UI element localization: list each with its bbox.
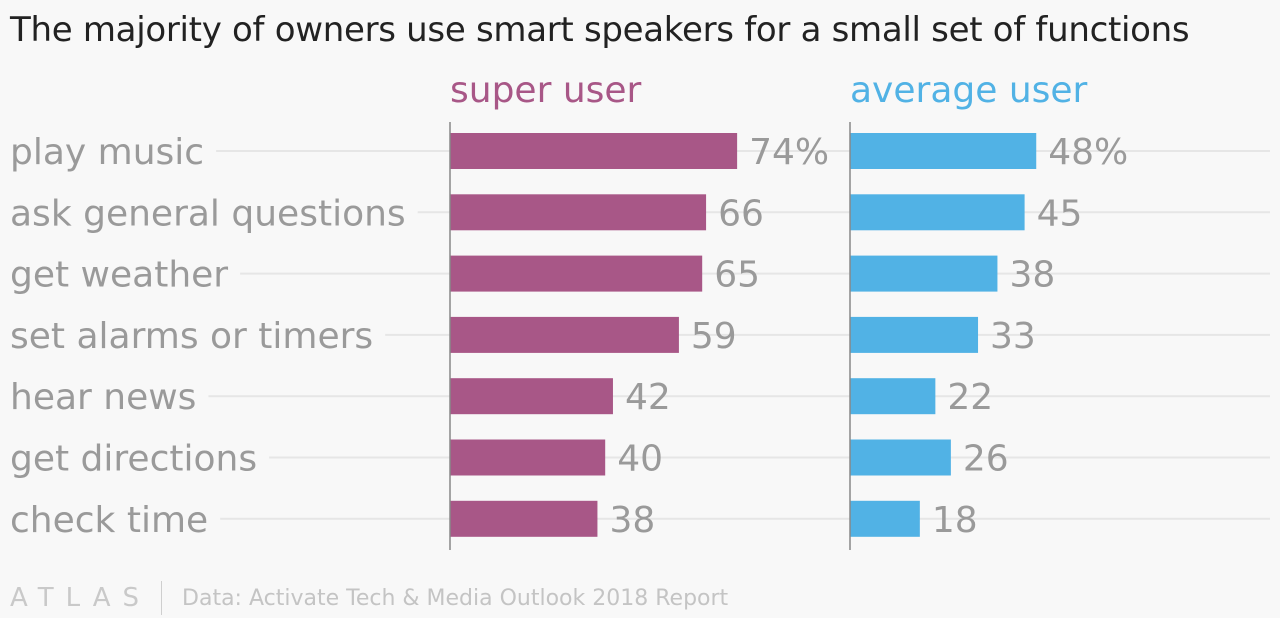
bar [450,316,679,353]
panel-average-user: average user 48% 45 38 33 22 26 18 [849,70,1128,550]
value-label: 38 [1009,255,1055,296]
value-label: 59 [691,316,737,357]
category-label: ask general questions [10,193,406,234]
bar [850,316,979,353]
category-label: get weather [10,255,228,296]
bar [850,194,1025,231]
bar [450,378,613,415]
series-title: average user [850,70,1088,111]
category-label: set alarms or timers [10,316,373,357]
category-label: get directions [10,439,257,480]
value-label: 40 [617,439,663,480]
value-label: 22 [947,377,993,418]
value-label: 33 [990,316,1036,357]
footer-divider [161,581,163,615]
value-label: 48% [1048,132,1128,173]
footer: ATLAS Data: Activate Tech & Media Outloo… [10,580,728,616]
source-note: Data: Activate Tech & Media Outlook 2018… [182,585,729,611]
category-label: hear news [10,377,196,418]
atlas-logo: ATLAS [10,583,152,613]
value-label: 74% [749,132,829,173]
value-label: 38 [609,500,655,541]
bar [850,439,951,476]
panel-super-user: super user 74% 66 65 59 42 40 38 [449,70,829,550]
value-label: 42 [625,377,671,418]
value-label: 45 [1037,193,1083,234]
value-label: 66 [718,193,764,234]
bar [450,194,707,231]
category-label: check time [10,500,208,541]
category-labels: play music ask general questions get weath… [10,132,406,541]
bar [850,255,998,292]
chart-title: The majority of owners use smart speaker… [10,10,1190,50]
bar [450,133,738,169]
bar [850,133,1037,169]
bar [850,378,936,415]
category-label: play music [10,132,204,173]
series-title: super user [450,70,642,111]
bar [450,439,606,476]
value-label: 18 [932,500,978,541]
bar [850,500,920,537]
bar [450,255,703,292]
chart-area: super user 74% 66 65 59 42 40 38 average user 48… [10,70,1270,550]
bar [450,500,598,537]
value-label: 65 [714,255,760,296]
value-label: 26 [963,439,1009,480]
